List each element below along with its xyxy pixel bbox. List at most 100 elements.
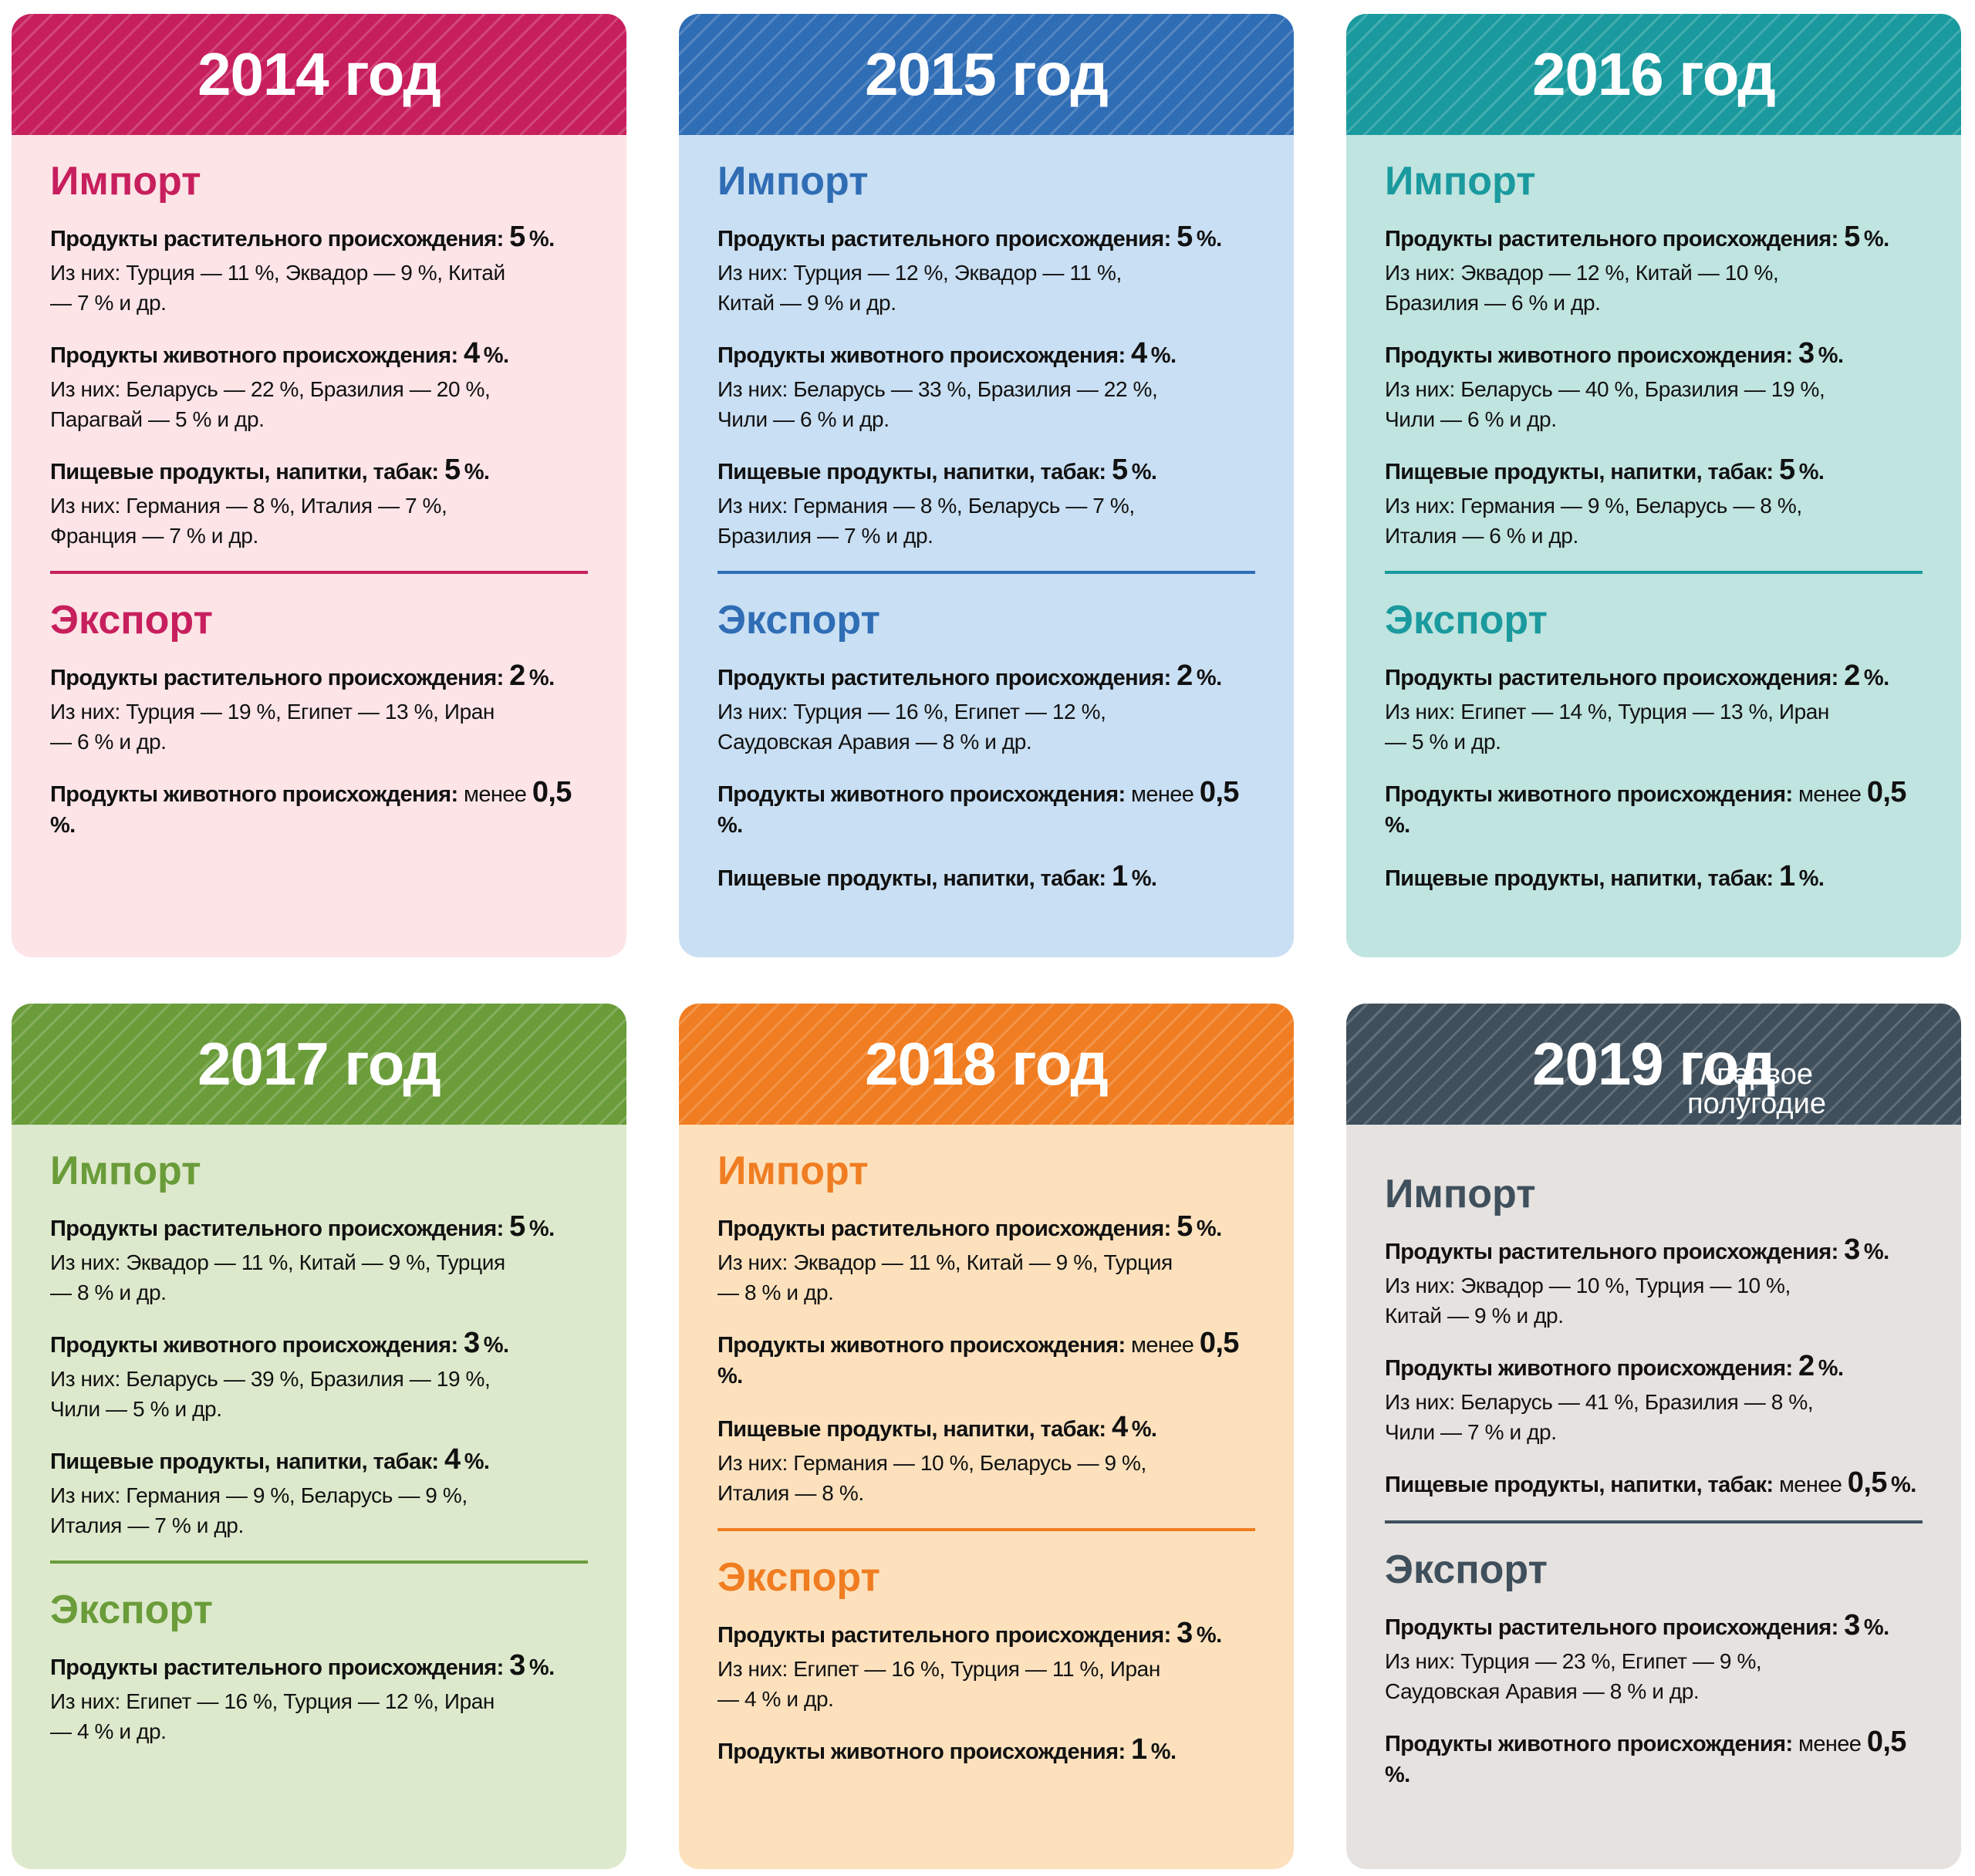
item-detail: Из них: Египет — 16 %, Турция — 11 %, Ир…	[717, 1657, 1160, 1711]
item-value: 5	[509, 221, 525, 253]
item-value: 4	[1111, 1411, 1128, 1443]
card-title: 2019 год	[1532, 1030, 1776, 1098]
item-suffix: %.	[717, 813, 743, 838]
item: Продукты растительного происхождения: 3 …	[1385, 1234, 1923, 1331]
item-detail: Из них: Турция — 11 %, Эквадор — 9 %, Ки…	[50, 261, 505, 315]
item-detail: Из них: Турция — 16 %, Египет — 12 %, Са…	[717, 700, 1106, 754]
item-suffix: %.	[1196, 1216, 1222, 1241]
item: Пищевые продукты, напитки, табак: 5 %. Из…	[1385, 454, 1923, 551]
section-heading: Импорт	[717, 159, 869, 204]
item-line: Пищевые продукты, напитки, табак: 4 %.	[50, 1444, 588, 1477]
item-label: Продукты растительного происхождения:	[717, 1216, 1171, 1241]
card-header: 2019 год / первое полугодие	[1346, 1004, 1961, 1125]
item-value: 3	[1844, 1609, 1860, 1642]
item-line: Продукты животного происхождения: 2 %.	[1385, 1351, 1923, 1384]
item-detail: Из них: Турция — 19 %, Египет — 13 %, Ир…	[50, 700, 495, 754]
item: Пищевые продукты, напитки, табак: 1 %.	[1385, 861, 1923, 894]
item-detail: Из них: Германия — 8 %, Беларусь — 7 %, …	[717, 494, 1135, 548]
item-line: Продукты растительного происхождения: 2 …	[1385, 660, 1923, 693]
section-heading: Экспорт	[717, 598, 880, 643]
item-label: Пищевые продукты, напитки, табак:	[1385, 866, 1774, 891]
card-title: 2018 год	[865, 1030, 1109, 1098]
item-line: Продукты животного происхождения: менее …	[50, 777, 588, 841]
item-line: Продукты растительного происхождения: 5 …	[717, 221, 1255, 255]
item-line: Продукты животного происхождения: менее …	[717, 1328, 1255, 1392]
item: Пищевые продукты, напитки, табак: 5 %. Из…	[717, 454, 1255, 551]
section-heading: Импорт	[50, 159, 201, 204]
item-detail: Из них: Германия — 8 %, Италия — 7 %, Фр…	[50, 494, 447, 548]
item-line: Продукты растительного происхождения: 3 …	[717, 1618, 1255, 1651]
item-value: 5	[1844, 221, 1860, 253]
section-heading: Экспорт	[1385, 598, 1548, 643]
item-label: Продукты растительного происхождения:	[717, 666, 1171, 690]
item-detail: Из них: Египет — 14 %, Турция — 13 %, Ир…	[1385, 700, 1829, 754]
item-value: 5	[509, 1210, 525, 1243]
card-title: 2015 год	[865, 40, 1109, 108]
item-prefix: менее	[1798, 1732, 1862, 1756]
item-label: Пищевые продукты, напитки, табак:	[50, 1449, 439, 1474]
item-suffix: %.	[1131, 1417, 1157, 1442]
item-detail: Из них: Эквадор — 10 %, Турция — 10 %, К…	[1385, 1274, 1791, 1328]
item-label: Продукты растительного происхождения:	[50, 1216, 504, 1241]
item-line: Продукты растительного происхождения: 5 …	[1385, 221, 1923, 255]
item-suffix: %.	[1150, 343, 1177, 368]
item-suffix: %.	[1385, 813, 1410, 838]
card-body: Импорт Продукты растительного происхожден…	[1346, 1125, 1961, 1810]
item-suffix: %.	[1818, 343, 1844, 368]
item-detail: Из них: Турция — 23 %, Египет — 9 %, Сау…	[1385, 1649, 1762, 1703]
item-line: Пищевые продукты, напитки, табак: 1 %.	[717, 861, 1255, 894]
card: 2016 год Импорт Продукты растительного про…	[1346, 14, 1961, 957]
card-body: Импорт Продукты растительного происхожден…	[12, 1125, 626, 1766]
card: 2018 год Импорт Продукты растительного про…	[679, 1004, 1294, 1869]
item-value: 3	[509, 1649, 525, 1682]
item: Продукты животного происхождения: менее …	[717, 777, 1255, 841]
item-label: Продукты растительного происхождения:	[1385, 1615, 1838, 1640]
item-label: Продукты растительного происхождения:	[717, 1623, 1171, 1648]
section-heading: Экспорт	[1385, 1547, 1548, 1592]
item-label: Продукты животного происхождения:	[50, 782, 458, 807]
item-value: 5	[1177, 1210, 1193, 1243]
card: 2017 год Импорт Продукты растительного про…	[12, 1004, 626, 1869]
item-detail: Из них: Беларусь — 39 %, Бразилия — 19 %…	[50, 1367, 491, 1421]
item: Продукты животного происхождения: 4 %. Из…	[717, 338, 1255, 434]
item-line: Пищевые продукты, напитки, табак: 5 %.	[1385, 454, 1923, 488]
item-suffix: %.	[1818, 1356, 1844, 1381]
item-suffix: %.	[1798, 460, 1825, 484]
item-value: 3	[1177, 1617, 1193, 1649]
item-suffix: %.	[464, 1449, 490, 1474]
card-header: 2014 год	[12, 14, 626, 135]
item-line: Продукты растительного происхождения: 5 …	[50, 221, 588, 255]
item-value: 5	[1778, 454, 1795, 486]
item: Продукты растительного происхождения: 2 …	[717, 660, 1255, 757]
item-prefix: менее	[1131, 1333, 1194, 1358]
item-line: Продукты животного происхождения: 4 %.	[50, 338, 588, 371]
card-body: Импорт Продукты растительного происхожден…	[679, 135, 1294, 914]
item-label: Пищевые продукты, напитки, табак:	[50, 460, 439, 484]
item: Продукты растительного происхождения: 2 …	[50, 660, 588, 757]
item-value: 4	[464, 337, 480, 369]
card-body: Импорт Продукты растительного происхожден…	[679, 1125, 1294, 1787]
item-label: Пищевые продукты, напитки, табак:	[717, 460, 1106, 484]
card-title: 2016 год	[1532, 40, 1776, 108]
item-suffix: %.	[50, 813, 76, 838]
item-line: Пищевые продукты, напитки, табак: менее …	[1385, 1467, 1923, 1500]
item-label: Продукты животного происхождения:	[1385, 343, 1793, 368]
item-detail: Из них: Германия — 9 %, Беларусь — 8 %, …	[1385, 494, 1802, 548]
item-value: 2	[509, 660, 525, 692]
item-suffix: %.	[528, 666, 555, 690]
item-value: 2	[1798, 1350, 1815, 1382]
card-title: 2017 год	[198, 1030, 441, 1098]
section-heading: Экспорт	[50, 1588, 213, 1632]
item: Продукты животного происхождения: 2 %. Из…	[1385, 1351, 1923, 1447]
item-value: 0,5	[1199, 1327, 1240, 1359]
item-value: 0,5	[1866, 1726, 1907, 1758]
item-line: Пищевые продукты, напитки, табак: 1 %.	[1385, 861, 1923, 894]
item-line: Продукты растительного происхождения: 5 …	[50, 1211, 588, 1244]
item-label: Пищевые продукты, напитки, табак:	[1385, 460, 1774, 484]
item-suffix: %.	[1196, 666, 1222, 690]
item-label: Продукты животного происхождения:	[1385, 782, 1793, 807]
item-label: Продукты животного происхождения:	[717, 782, 1126, 807]
item-suffix: %.	[528, 1655, 555, 1680]
